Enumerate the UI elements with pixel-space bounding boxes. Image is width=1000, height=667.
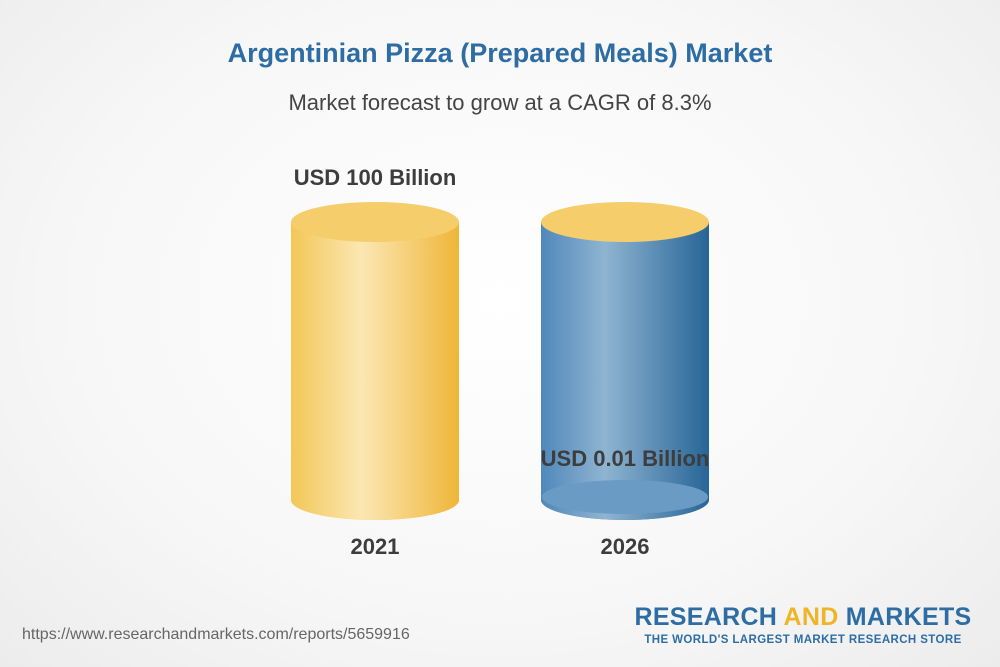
cylinder-top-2026	[541, 202, 709, 242]
source-url[interactable]: https://www.researchandmarkets.com/repor…	[22, 626, 410, 643]
cylinder-body-2026	[541, 222, 709, 500]
cylinder-top-2021	[291, 202, 459, 242]
data-label-2021: USD 100 Billion	[293, 165, 457, 190]
chart-title: Argentinian Pizza (Prepared Meals) Marke…	[227, 38, 773, 68]
category-label-2026: 2026	[600, 534, 650, 559]
brand-tagline: THE WORLD'S LARGEST MARKET RESEARCH STOR…	[644, 634, 962, 646]
cylinder-chart	[291, 202, 709, 520]
cylinder-inner-base-2026	[542, 480, 708, 514]
data-label-2026: USD 0.01 Billion	[540, 446, 710, 471]
cylinder-2026	[541, 202, 709, 520]
category-label-2021: 2021	[350, 534, 400, 559]
chart-subtitle: Market forecast to grow at a CAGR of 8.3…	[288, 90, 712, 115]
brand-name: RESEARCH AND MARKETS	[634, 603, 972, 631]
cylinder-2021	[291, 202, 459, 520]
brand-logo: RESEARCH AND MARKETS THE WORLD'S LARGEST…	[628, 603, 978, 646]
cylinder-body-2021	[291, 222, 459, 500]
cylinder-bottom-edge-2021	[291, 500, 459, 520]
